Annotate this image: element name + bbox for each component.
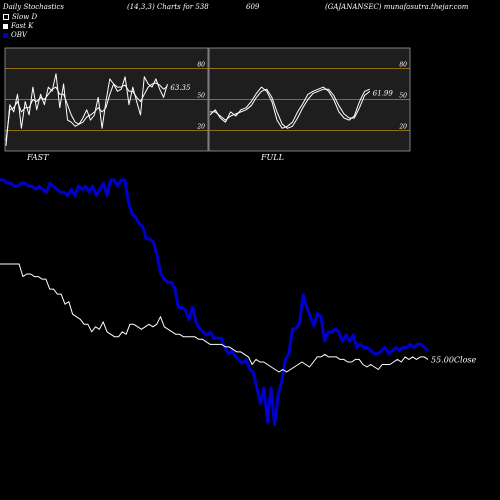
legend-label-obv: OBV — [11, 31, 27, 39]
fast-tick-label-50: 50 — [197, 93, 205, 100]
legend-label-fast-k: Fast K — [11, 22, 34, 30]
close-last-value-label: 55.00Close — [431, 355, 477, 364]
full-series-slow-d — [210, 88, 371, 129]
legend-swatch-slow-d — [3, 14, 9, 20]
fast-panel-title: FAST — [26, 153, 49, 162]
fast-tick-label-20: 20 — [196, 123, 205, 130]
full-series-fast-k — [209, 86, 370, 129]
fast-last-value-label: 63.35 — [170, 84, 191, 92]
legend-item-fast-k: Fast K — [3, 22, 33, 30]
fast-series-fast-k — [5, 73, 168, 146]
obv-series-line — [0, 178, 429, 427]
full-last-value-label: 61.99 — [373, 89, 394, 97]
fast-tick-label-80: 80 — [197, 62, 205, 69]
legend-swatch-obv — [3, 32, 8, 38]
legend-label-slow-d: Slow D — [12, 13, 38, 21]
close-series-line — [0, 263, 429, 373]
legend-item-obv: OBV — [3, 31, 27, 39]
legend-item-slow-d: Slow D — [3, 13, 37, 21]
full-tick-label-20: 20 — [398, 123, 407, 130]
full-panel-title: FULL — [260, 153, 284, 162]
fast-series-slow-d — [5, 82, 168, 141]
chart-title: Daily Stochastics — [3, 3, 65, 11]
stock-code: 609 — [246, 3, 260, 11]
site-label: (GAJANANSEC) munafasutra.thejar.com — [325, 3, 469, 11]
full-tick-label-80: 80 — [399, 62, 407, 69]
legend-swatch-fast-k — [3, 23, 8, 29]
chart-params: (14,3,3) Charts for 538 — [127, 3, 209, 11]
full-tick-label-50: 50 — [399, 93, 407, 100]
